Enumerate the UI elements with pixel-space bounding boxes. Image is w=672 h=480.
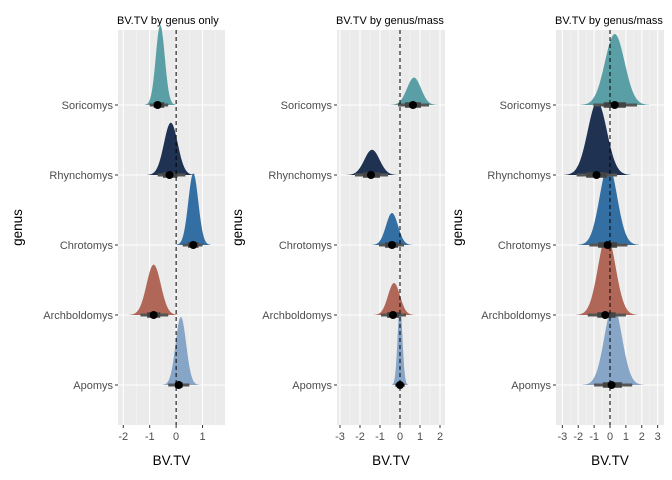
- point-soricomys: [409, 101, 417, 109]
- panel-3: Apomys Archboldomys Chrotomys Rhynchomys Sor…: [450, 15, 664, 468]
- y-tick-label: Rhynchomys: [487, 170, 551, 182]
- y-tick-label: Soricomys: [500, 100, 552, 112]
- panel-2: Apomys Archboldomys Chrotomys Rhynchomys Sor…: [230, 15, 445, 468]
- point-apomys: [396, 381, 404, 389]
- point-rhynchomys: [165, 171, 174, 179]
- point-soricomys: [153, 101, 162, 109]
- y-tick-label: Apomys: [73, 380, 113, 392]
- y-tick-label: Soricomys: [62, 100, 114, 112]
- x-tick-label: -2: [355, 431, 365, 443]
- y-axis-title: genus: [230, 209, 245, 246]
- point-archboldomys: [601, 311, 610, 319]
- point-archboldomys: [149, 311, 158, 319]
- y-tick-label: Archboldomys: [481, 310, 551, 322]
- density-soricomys: [389, 77, 439, 105]
- y-tick-label: Chrotomys: [279, 240, 333, 252]
- x-tick-label: 1: [199, 431, 205, 443]
- point-rhynchomys: [592, 171, 601, 179]
- density-soricomys: [144, 25, 176, 105]
- y-axis-title: genus: [10, 209, 25, 246]
- x-axis-title: BV.TV: [372, 453, 410, 468]
- density-soricomys: [580, 34, 650, 105]
- point-apomys: [607, 381, 616, 389]
- x-tick-label: 0: [397, 431, 403, 443]
- density-apomys: [162, 317, 200, 385]
- panel-1: Apomys Archboldomys Chrotomys Rhynchomys Sor…: [10, 15, 225, 468]
- x-tick-label: -1: [589, 431, 599, 443]
- density-apomys: [582, 305, 644, 385]
- x-axis-title: BV.TV: [153, 453, 191, 468]
- y-tick-label: Chrotomys: [60, 240, 114, 252]
- y-tick-label: Apomys: [292, 380, 332, 392]
- point-chrotomys: [189, 241, 198, 249]
- panel-title: BV.TV by genus/mass: [336, 15, 444, 27]
- density-archboldomys: [373, 283, 415, 315]
- density-rhynchomys: [345, 149, 399, 175]
- x-tick-label: 0: [173, 431, 179, 443]
- x-tick-label: 2: [639, 431, 645, 443]
- density-archboldomys: [128, 264, 179, 315]
- y-tick-label: Chrotomys: [498, 240, 552, 252]
- point-rhynchomys: [367, 171, 375, 179]
- panel-title: BV.TV by genus only: [117, 15, 219, 27]
- point-archboldomys: [389, 311, 397, 319]
- y-tick-label: Archboldomys: [43, 310, 113, 322]
- point-soricomys: [610, 101, 619, 109]
- x-tick-label: -1: [145, 431, 155, 443]
- x-tick-label: 1: [417, 431, 423, 443]
- y-tick-label: Archboldomys: [262, 310, 332, 322]
- y-tick-label: Soricomys: [281, 100, 333, 112]
- y-axis-title: genus: [450, 209, 465, 246]
- density-chrotomys: [371, 213, 413, 245]
- x-tick-label: -3: [557, 431, 567, 443]
- x-tick-label: 3: [655, 431, 661, 443]
- x-axis-title: BV.TV: [591, 453, 629, 468]
- panel-title: BV.TV by genus/mass: [555, 15, 663, 27]
- point-apomys: [174, 381, 183, 389]
- panel-background: [118, 30, 225, 425]
- y-tick-label: Rhynchomys: [49, 170, 113, 182]
- x-tick-label: -2: [573, 431, 583, 443]
- density-rhynchomys: [146, 122, 195, 175]
- density-chrotomys: [175, 173, 211, 245]
- density-rhynchomys: [563, 101, 631, 175]
- density-archboldomys: [576, 235, 638, 315]
- x-tick-label: 2: [437, 431, 443, 443]
- x-tick-label: 0: [607, 431, 613, 443]
- y-tick-label: Rhynchomys: [268, 170, 332, 182]
- x-tick-label: 1: [623, 431, 629, 443]
- y-tick-label: Apomys: [511, 380, 551, 392]
- x-tick-label: -2: [118, 431, 128, 443]
- x-tick-label: -1: [375, 431, 385, 443]
- point-chrotomys: [388, 241, 396, 249]
- density-chrotomys: [577, 165, 639, 245]
- x-tick-label: -3: [335, 431, 345, 443]
